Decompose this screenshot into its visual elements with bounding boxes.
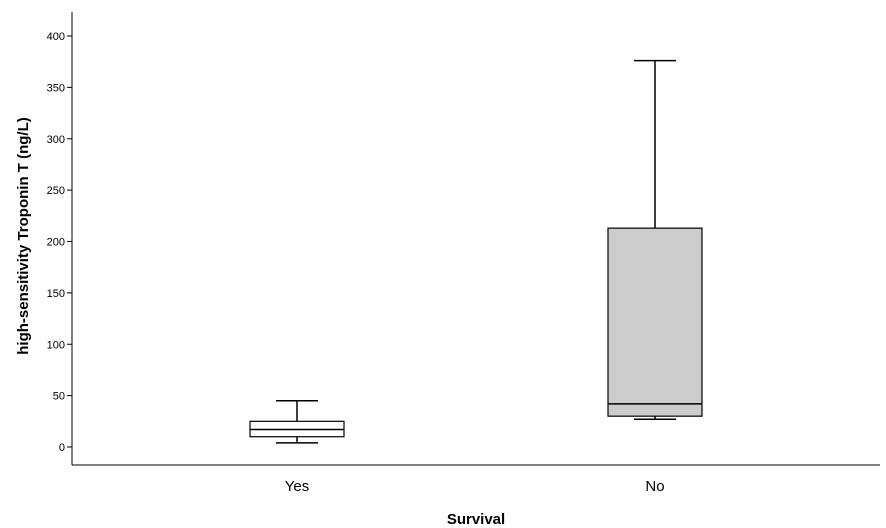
y-tick-label: 350 <box>47 82 65 94</box>
x-category-label: Yes <box>285 478 309 495</box>
x-category-label: No <box>645 478 664 495</box>
y-tick-label: 250 <box>47 185 65 197</box>
y-tick-label: 300 <box>47 134 65 146</box>
x-axis-title: Survival <box>447 511 505 528</box>
y-tick-label: 50 <box>53 391 65 403</box>
box-yes <box>249 400 345 444</box>
y-tick-label: 150 <box>47 288 65 300</box>
y-tick-label: 0 <box>59 442 65 454</box>
y-ticks: 0 50 100 150 200 250 300 350 400 <box>47 31 72 454</box>
y-tick-label: 400 <box>47 31 65 43</box>
y-axis-title: high-sensitivity Troponin T (ng/L) <box>15 117 32 354</box>
y-tick-label: 100 <box>47 339 65 351</box>
x-category-labels: Yes No <box>285 478 665 495</box>
iqr-box <box>607 227 703 417</box>
axes <box>71 12 880 466</box>
boxes <box>249 59 703 444</box>
box-no <box>607 59 703 421</box>
y-tick-label: 200 <box>47 237 65 249</box>
